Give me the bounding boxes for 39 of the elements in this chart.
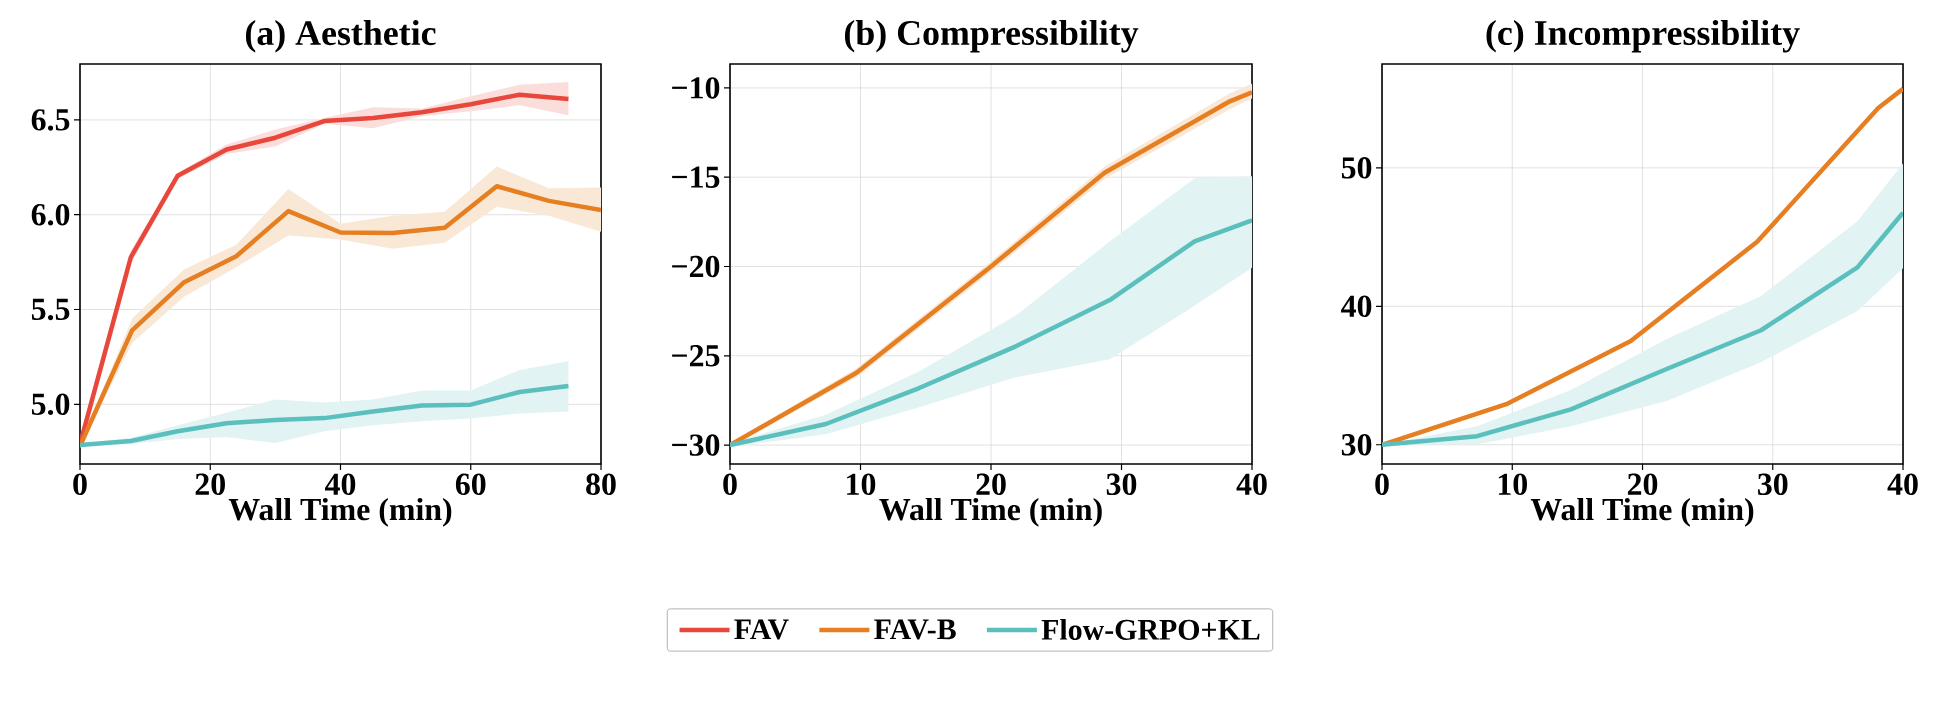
- x-axis-title: Wall Time (min): [228, 497, 452, 527]
- x-tick-label: 0: [1375, 473, 1389, 496]
- y-tick-label: 6.5: [31, 109, 70, 131]
- x-tick-label: 20: [976, 473, 1006, 496]
- x-tick-label: 10: [1498, 473, 1527, 496]
- x-tick-label: 0: [723, 473, 737, 496]
- y-tick-label: 50: [1341, 157, 1372, 179]
- legend-label: FAV: [734, 619, 789, 640]
- line-series: [1382, 210, 1904, 447]
- x-axis-title: Wall Time (min): [879, 497, 1102, 527]
- line-series: [730, 218, 1253, 448]
- chart-title: (a) Aesthetic: [245, 19, 436, 53]
- y-tick-label: 5.5: [31, 298, 70, 321]
- y-tick-label: −20: [672, 255, 720, 278]
- x-tick-label: 20: [1627, 473, 1658, 496]
- x-tick-label: 30: [1758, 473, 1788, 496]
- x-tick-label: 30: [1106, 473, 1137, 496]
- y-tick-label: −25: [672, 345, 720, 367]
- y-tick-label: 30: [1341, 433, 1372, 456]
- x-tick-label: 20: [195, 473, 225, 496]
- x-tick-label: 0: [73, 473, 87, 496]
- x-tick-label: 60: [455, 473, 486, 496]
- legend-label: Flow-GRPO+KL: [1041, 618, 1260, 640]
- legend-label: FAV-B: [874, 619, 956, 640]
- chart-title: (c) Incompressibility: [1486, 19, 1800, 53]
- y-tick-label: 40: [1341, 295, 1372, 318]
- chart-title: (b) Compressibility: [844, 19, 1139, 53]
- y-tick-label: −15: [672, 166, 720, 188]
- x-axis-title: Wall Time (min): [1530, 497, 1754, 527]
- x-tick-label: 40: [1236, 473, 1267, 496]
- x-tick-label: 40: [1887, 473, 1918, 496]
- y-tick-label: −10: [672, 77, 720, 99]
- x-tick-label: 80: [586, 473, 616, 496]
- x-tick-label: 40: [325, 473, 356, 496]
- y-tick-label: 6.0: [31, 203, 70, 226]
- x-tick-label: 10: [847, 473, 876, 496]
- line-series: [80, 383, 571, 448]
- y-tick-label: 5.0: [31, 393, 70, 416]
- y-tick-label: −30: [672, 434, 720, 456]
